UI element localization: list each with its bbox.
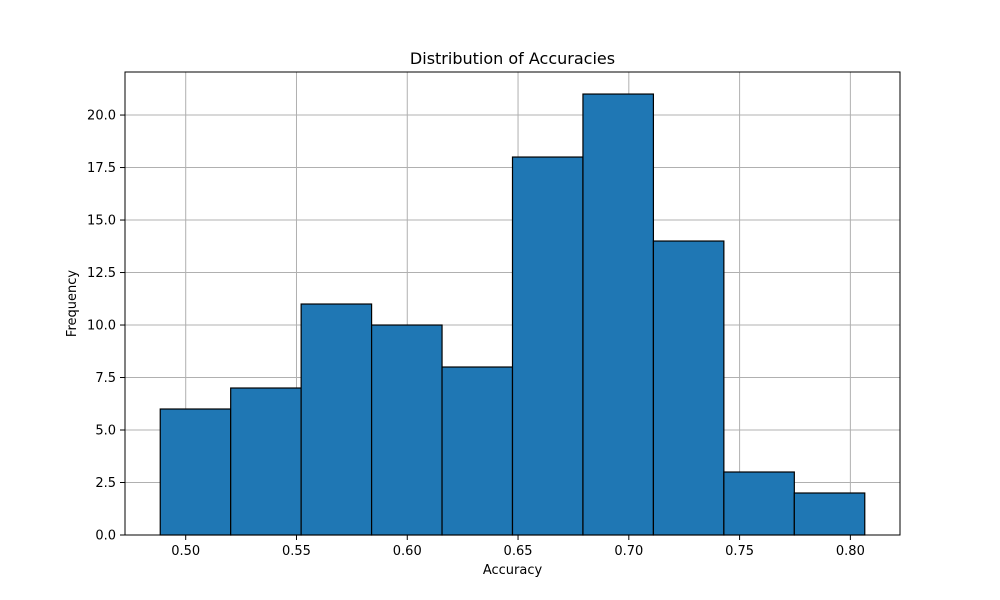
y-tick-label: 10.0 bbox=[87, 319, 116, 334]
y-tick-label: 12.5 bbox=[87, 266, 116, 281]
y-axis-title: Frequency bbox=[65, 270, 80, 337]
bars-layer bbox=[159, 93, 866, 536]
x-tick-label: 0.75 bbox=[725, 544, 754, 559]
y-tick-label: 20.0 bbox=[87, 109, 116, 124]
ticks-layer: 0.50 0.55 0.60 0.65 0.70 0.75 0.80 0.0 2.5 5.0 7.5… bbox=[87, 109, 865, 559]
histogram-bar bbox=[370, 324, 443, 536]
x-axis-title: Accuracy bbox=[483, 563, 543, 578]
histogram-bar bbox=[441, 366, 514, 536]
histogram-bar bbox=[300, 303, 373, 536]
y-tick-label: 15.0 bbox=[87, 214, 116, 229]
y-tick-label: 0.0 bbox=[95, 529, 116, 544]
y-tick-label: 7.5 bbox=[95, 371, 116, 386]
chart-title: Distribution of Accuracies bbox=[410, 49, 615, 68]
histogram-bar bbox=[652, 240, 725, 536]
y-tick-label: 17.5 bbox=[87, 161, 116, 176]
histogram-bar bbox=[793, 492, 866, 536]
x-tick-label: 0.60 bbox=[393, 544, 422, 559]
y-tick-label: 2.5 bbox=[95, 476, 116, 491]
x-tick-label: 0.70 bbox=[614, 544, 643, 559]
x-tick-label: 0.65 bbox=[504, 544, 533, 559]
x-tick-label: 0.55 bbox=[282, 544, 311, 559]
histogram-bar bbox=[723, 471, 795, 536]
histogram-bar bbox=[582, 93, 655, 536]
x-tick-label: 0.50 bbox=[171, 544, 200, 559]
plot-frame bbox=[124, 71, 901, 536]
histogram-bar bbox=[511, 156, 584, 536]
x-tick-label: 0.80 bbox=[836, 544, 865, 559]
histogram-bar bbox=[230, 387, 302, 536]
y-tick-label: 5.0 bbox=[95, 424, 116, 439]
histogram-bar bbox=[159, 408, 232, 536]
